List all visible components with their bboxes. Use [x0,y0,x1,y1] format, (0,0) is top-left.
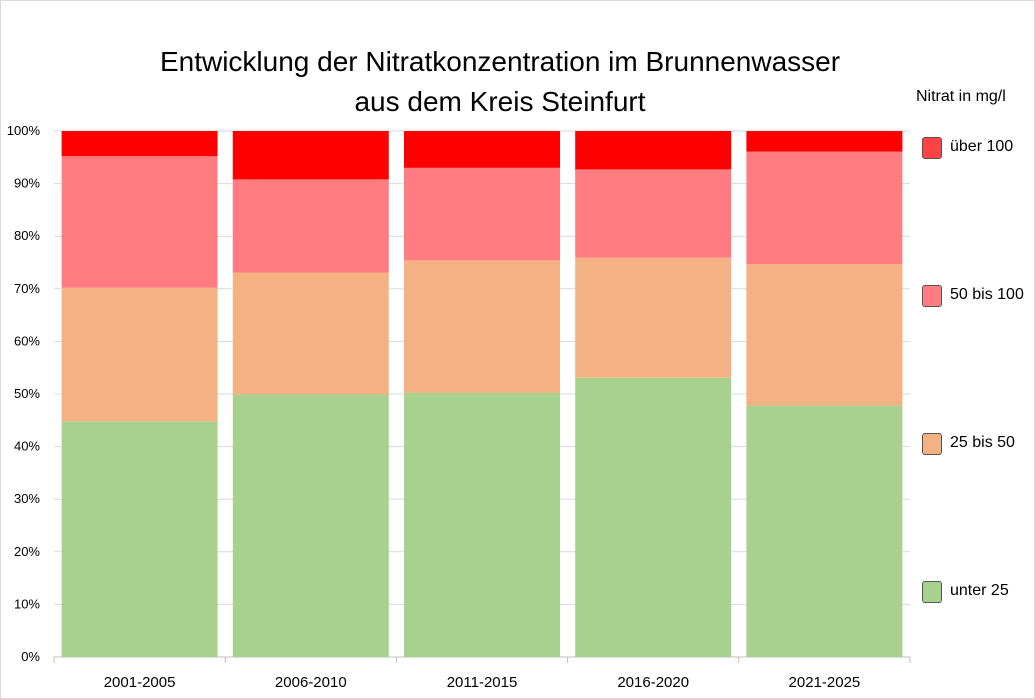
bar-segment [232,179,389,273]
bar-segment [404,260,560,393]
bar-segment [575,377,732,657]
legend-label-25-bis-50: 25 bis 50 [950,434,1015,451]
x-tick-label: 2001-2005 [104,674,176,691]
y-tick-label: 20% [14,544,40,559]
y-tick-label: 80% [14,228,40,243]
legend-label-unter-25: unter 25 [950,582,1009,599]
y-tick-label: 70% [14,281,40,296]
chart-title: Entwicklung der Nitratkonzentration im B… [159,46,841,117]
bar-segment [61,156,218,288]
legend-label-uber-100: über 100 [950,138,1014,155]
bar-segment [61,287,218,422]
x-tick-label: 2006-2010 [275,674,347,691]
legend-swatch-25-bis-50 [922,433,942,455]
bar-segment [404,392,560,657]
legend-swatch-uber-100 [922,137,942,159]
x-tick-label: 2021-2025 [789,674,861,691]
bar-segment [575,257,732,378]
y-tick-label: 30% [14,491,40,506]
y-tick-label: 50% [14,386,40,401]
bar-segment [61,131,218,157]
bar-segment [575,131,732,170]
bar-segment [232,394,389,657]
x-tick-label: 2016-2020 [617,674,689,691]
y-tick-label: 40% [14,439,40,454]
bar-segment [232,272,389,395]
bar-segment [232,131,389,180]
legend-swatch-unter-25 [922,581,942,603]
y-tick-label: 90% [14,176,40,191]
bar-segment [575,169,732,258]
y-tick-label: 0% [21,649,40,664]
legend-title: Nitrat in mg/l [916,88,1006,105]
bar-segment [746,264,903,406]
y-tick-label: 60% [14,333,40,348]
bar-segment [746,151,903,265]
bar-segment [61,421,218,657]
bar-segment [404,167,560,261]
y-tick-label: 100% [7,123,41,138]
bar-segment [746,131,903,152]
legend-swatch-50-bis-100 [922,285,942,307]
y-tick-label: 10% [14,596,40,611]
bar-segment [746,405,903,657]
bar-segment [404,131,560,168]
x-tick-label: 2011-2015 [447,674,518,691]
legend-label-50-bis-100: 50 bis 100 [950,286,1024,303]
